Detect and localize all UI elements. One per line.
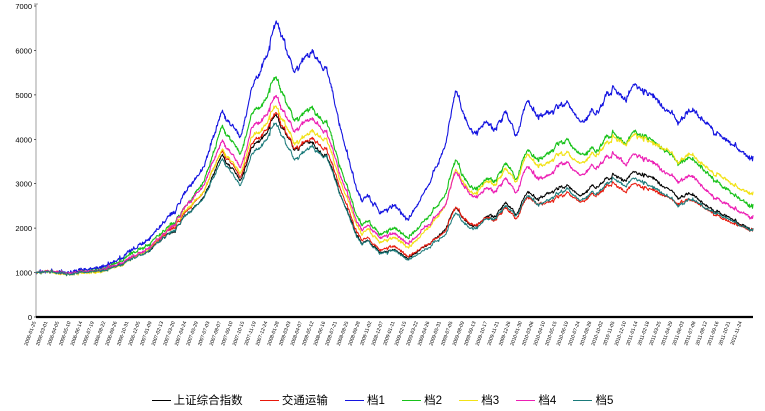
svg-text:4000: 4000	[15, 135, 32, 144]
svg-text:7000: 7000	[15, 2, 32, 11]
svg-text:6000: 6000	[15, 46, 32, 55]
svg-text:3000: 3000	[15, 180, 32, 189]
svg-text:1000: 1000	[15, 269, 32, 278]
svg-text:2000: 2000	[15, 224, 32, 233]
svg-text:5000: 5000	[15, 91, 32, 100]
svg-text:2011-11-24: 2011-11-24	[730, 320, 744, 346]
